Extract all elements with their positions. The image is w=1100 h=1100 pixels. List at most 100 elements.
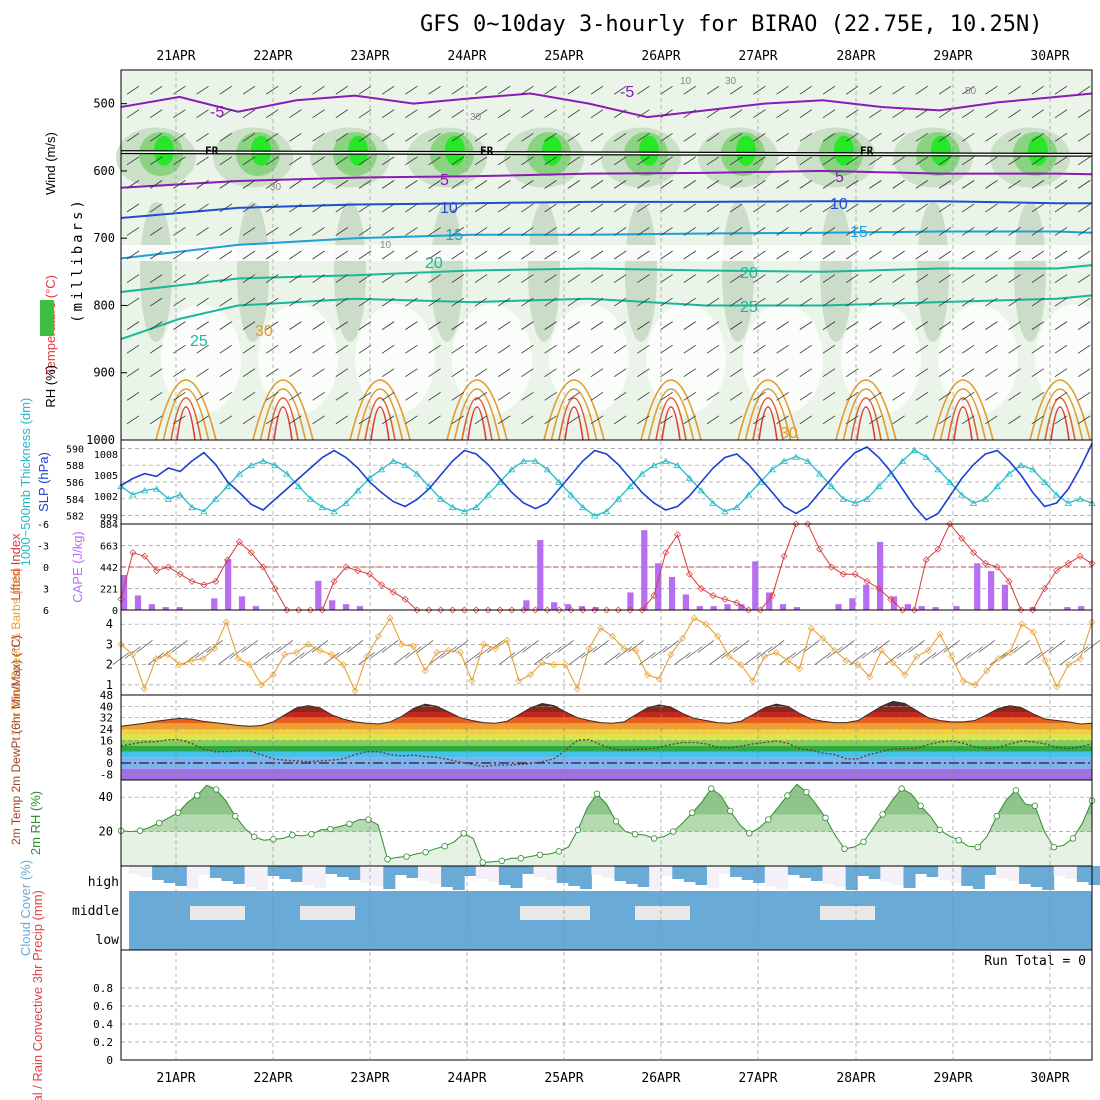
wind-barb (753, 415, 766, 425)
wind-barb (567, 250, 581, 260)
li-point (531, 606, 539, 614)
wind-barb (753, 227, 766, 236)
wind10m-barb (475, 646, 492, 659)
li-point (520, 606, 528, 614)
wind-barb (335, 109, 349, 119)
thickness-tick-label: 586 (66, 478, 84, 489)
wind-barb (381, 227, 395, 236)
wind-speed-point (246, 661, 254, 669)
wind-barb (219, 132, 233, 142)
rh2m-point (555, 848, 563, 855)
isotherm-label: -15 (440, 227, 463, 244)
thickness-point (519, 457, 528, 464)
wind-barb (289, 415, 302, 425)
wind-barb (358, 368, 372, 378)
wind-barb (799, 321, 813, 330)
wind-barb (985, 344, 998, 354)
wind-barb (637, 203, 650, 213)
wind-barb (660, 368, 673, 378)
li-point (697, 585, 705, 592)
wind-barb (729, 109, 743, 119)
thickness-point (1005, 470, 1013, 477)
wind-barb (381, 250, 395, 260)
thickness-point (235, 470, 244, 477)
warm-contour (461, 397, 493, 441)
cloud-level-label: high (88, 875, 119, 890)
cloud-high-cell (1088, 866, 1100, 885)
li-point (247, 549, 255, 557)
rh2m-point (308, 830, 315, 838)
wind-barb (335, 250, 349, 260)
wind-barb (938, 227, 952, 236)
li-point (389, 588, 397, 596)
wind-barb (706, 391, 720, 401)
wind-barb (938, 344, 952, 354)
li-point (733, 599, 741, 607)
li-point (342, 563, 350, 571)
wind-barb (497, 203, 511, 213)
li-point (555, 606, 563, 614)
isotherm-label: 15 (850, 224, 868, 241)
cloud-high-cell (290, 866, 303, 882)
wind-barb (451, 109, 465, 119)
li-point (674, 531, 682, 539)
li-tick-label: -6 (37, 520, 49, 531)
wind-barb (312, 274, 325, 283)
wind-barb (753, 203, 766, 213)
wind-barb (474, 297, 488, 307)
wind-barb (729, 321, 743, 330)
wind-barb (381, 344, 395, 354)
rh2m-point (174, 809, 182, 816)
wind-barb (289, 344, 302, 354)
warm-contour (655, 397, 687, 441)
wind-barb (544, 156, 557, 166)
wind-barb (358, 321, 372, 330)
wind-barb (613, 391, 627, 401)
wind-barb (613, 321, 627, 330)
wind10m-barb (393, 652, 410, 665)
isotherm-line (120, 92, 1093, 119)
wind-barb (474, 250, 488, 260)
wind-barb (196, 274, 209, 283)
rh2m-point (860, 838, 867, 846)
rh2m-point (955, 837, 962, 844)
rh2m-point (879, 811, 886, 818)
wind-barb (799, 297, 813, 307)
wind-barb (1008, 297, 1021, 307)
wind-barb (126, 391, 140, 401)
wind-speed-point (608, 632, 616, 640)
cloud-gap (300, 906, 355, 920)
rh2m-point (917, 802, 924, 809)
wind-barb (289, 132, 302, 142)
wind-barb (405, 415, 418, 425)
wind-barb (915, 109, 929, 119)
wind-barb (335, 297, 349, 307)
wind-barb (799, 344, 813, 354)
cape-bar (1001, 584, 1009, 610)
wind-barb (1054, 344, 1068, 354)
cape-bar (134, 595, 142, 610)
warm-contour (752, 397, 784, 441)
li-point (804, 520, 812, 528)
wind-barb (799, 250, 813, 260)
rh-legend-swatch (40, 300, 54, 336)
wind-speed-point (690, 614, 698, 622)
cloud-high-cell (244, 866, 257, 887)
wind-barb (892, 85, 905, 95)
wind-barb (822, 297, 836, 307)
thickness-point (981, 495, 990, 502)
temp-band (121, 701, 1092, 707)
rh2m-point (498, 857, 505, 865)
wind-speed-point (1053, 683, 1061, 691)
wind10m-barb (686, 646, 703, 659)
wind-barb (358, 391, 372, 401)
cloud-high-cell (938, 866, 951, 880)
wind-barb (961, 368, 975, 378)
precip-tick-label: 0.6 (93, 1000, 113, 1013)
wind-barb (428, 227, 441, 236)
wind-barb (613, 227, 627, 236)
li-point (472, 606, 480, 614)
wind-barb (938, 297, 952, 307)
wind-barb (173, 180, 186, 189)
wind-barb (961, 180, 975, 189)
